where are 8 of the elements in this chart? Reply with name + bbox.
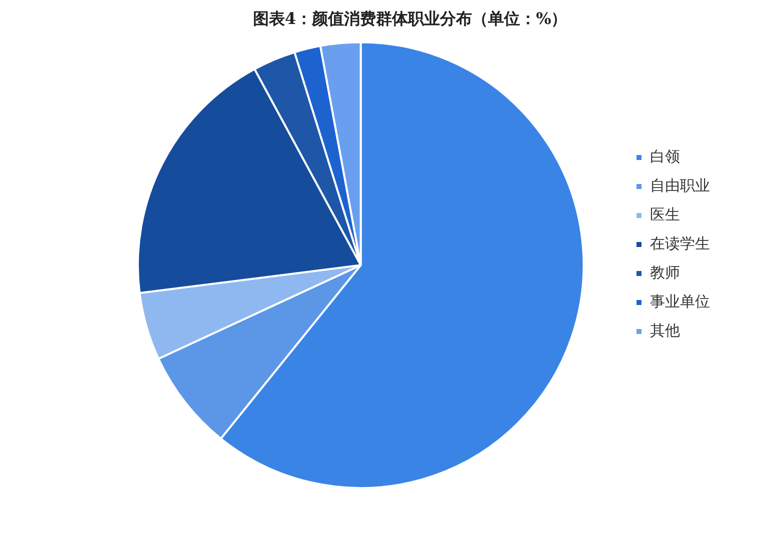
legend-label: 其他 <box>650 321 680 340</box>
legend-label: 教师 <box>650 263 680 282</box>
legend-label: 自由职业 <box>650 176 710 194</box>
legend-label: 医生 <box>650 205 680 224</box>
legend-label: 事业单位 <box>650 292 710 310</box>
legend-label: 在读学生 <box>650 234 710 252</box>
legend-label: 白领 <box>650 147 680 166</box>
chart-title: 图表4：颜值消费群体职业分布（单位：%） <box>252 8 568 28</box>
